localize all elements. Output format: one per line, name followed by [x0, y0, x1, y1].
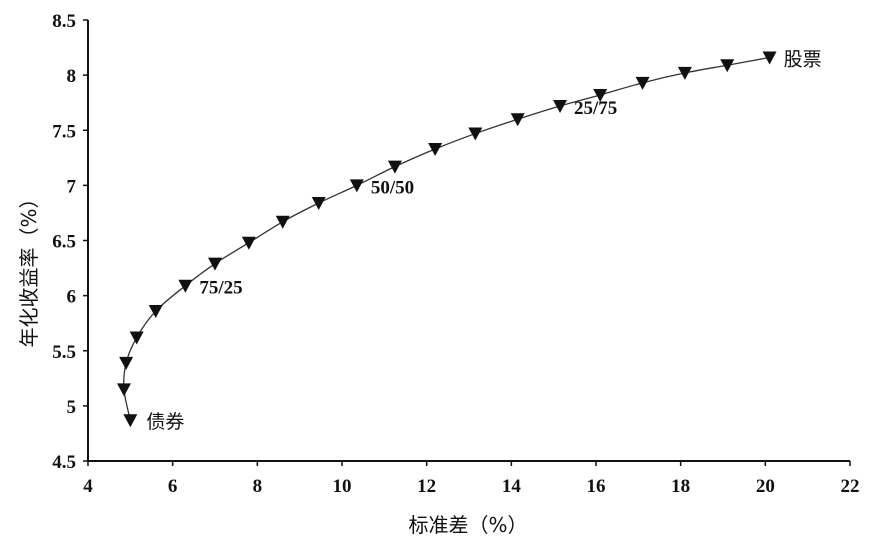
data-point — [116, 383, 131, 397]
data-point — [241, 236, 256, 250]
data-point — [311, 197, 326, 211]
x-tick-label: 10 — [333, 476, 352, 497]
data-point — [428, 142, 443, 156]
x-tick-label: 22 — [841, 476, 860, 497]
x-tick-label: 20 — [756, 476, 775, 497]
data-point — [635, 76, 650, 90]
data-point — [510, 113, 525, 127]
annotations: 债券 75/25 50/50 25/75 股票 — [146, 48, 821, 433]
data-point — [677, 66, 692, 80]
annotation-label: 75/25 — [199, 278, 242, 299]
x-axis-label: 标准差（%） — [408, 513, 527, 537]
y-tick-label: 6 — [67, 287, 77, 308]
y-tick-label: 5 — [67, 397, 77, 418]
axes — [87, 20, 850, 462]
data-point — [349, 179, 364, 193]
y-axis-label: 年化收益率（%） — [17, 188, 41, 347]
y-tick-label: 5.5 — [52, 342, 76, 363]
data-point — [148, 305, 163, 319]
data-point — [123, 414, 138, 428]
data-point — [387, 160, 402, 174]
data-point — [720, 59, 735, 73]
data-point — [762, 51, 777, 65]
data-point — [593, 88, 608, 102]
series-line — [123, 56, 770, 421]
y-tick-label: 4.5 — [52, 452, 76, 473]
x-tick-label: 18 — [671, 476, 690, 497]
annotation-label: 25/75 — [574, 98, 617, 119]
y-tick-label: 8 — [67, 66, 77, 87]
x-tick-label: 12 — [417, 476, 436, 497]
x-tick-label: 4 — [83, 476, 93, 497]
data-point — [275, 215, 290, 229]
annotation-label: 债券 — [146, 411, 184, 433]
data-point — [468, 127, 483, 141]
annotation-label: 股票 — [784, 48, 822, 70]
tick-labels: 4 6 8 10 12 14 16 18 20 22 4.5 5 5.5 6 6.5 7 7.5 8 8.5 — [52, 11, 859, 497]
annotation-label: 50/50 — [371, 177, 414, 198]
y-tick-label: 8.5 — [52, 11, 76, 32]
data-point — [208, 257, 222, 271]
data-point — [119, 356, 134, 370]
data-points — [116, 51, 777, 428]
y-tick-label: 6.5 — [52, 232, 76, 253]
data-point — [129, 331, 144, 345]
x-tick-label: 14 — [502, 476, 522, 497]
data-point — [553, 99, 568, 113]
x-tick-label: 8 — [253, 476, 263, 497]
data-point — [178, 279, 193, 293]
x-tick-label: 6 — [168, 476, 178, 497]
y-tick-label: 7.5 — [52, 121, 76, 142]
y-tick-label: 7 — [67, 176, 77, 197]
x-tick-label: 16 — [587, 476, 606, 497]
